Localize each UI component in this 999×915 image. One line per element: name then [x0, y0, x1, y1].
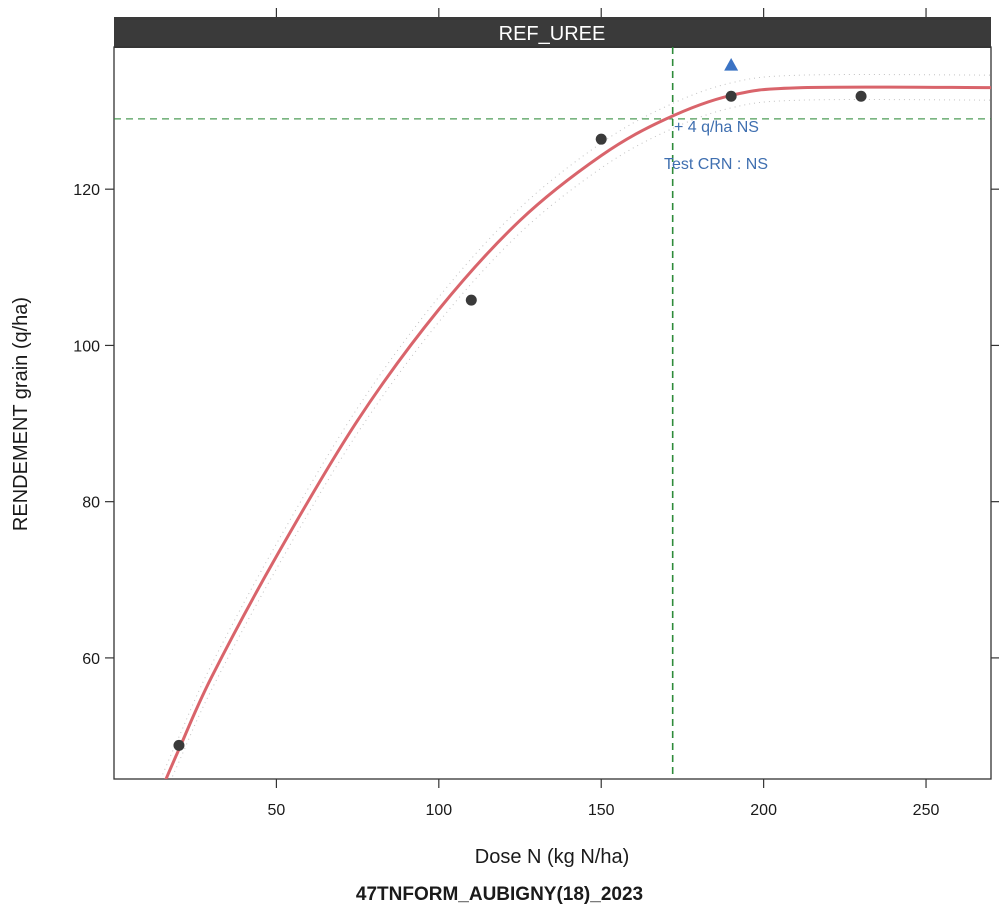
x-tick-label-100: 100	[425, 802, 452, 819]
data-point-4	[855, 90, 867, 102]
y-axis: 60 80 100 120	[73, 182, 999, 668]
data-points	[173, 57, 867, 751]
data-point-2	[595, 133, 607, 145]
x-tick-label-200: 200	[750, 802, 777, 819]
x-tick-label-150: 150	[588, 802, 615, 819]
data-point-1	[465, 294, 477, 306]
x-tick-label-50: 50	[268, 802, 286, 819]
x-tick-label-250: 250	[913, 802, 940, 819]
fitted-curve	[164, 85, 991, 779]
x-axis: 50 100 150 200 250	[268, 8, 940, 819]
band-upper	[162, 74, 991, 775]
panel-title: REF_UREE	[499, 23, 606, 45]
annotation-gain: + 4 q/ha NS	[674, 119, 759, 136]
data-point-3	[725, 90, 737, 102]
strip-header	[114, 17, 991, 48]
data-point-0	[173, 739, 185, 751]
reference-point-0	[724, 57, 739, 71]
fitted-curve-line	[164, 85, 991, 779]
band-lower	[170, 99, 991, 779]
y-tick-label-80: 80	[82, 495, 100, 512]
y-tick-label-60: 60	[82, 651, 100, 668]
y-tick-label-120: 120	[73, 182, 100, 199]
footer-title: 47TNFORM_AUBIGNY(18)_2023	[355, 884, 644, 905]
confidence-band	[162, 74, 991, 779]
annotation-crn-test: Test CRN : NS	[664, 156, 768, 173]
y-axis-title: RENDEMENT grain (q/ha)	[10, 297, 32, 531]
plot-frame	[113, 46, 992, 780]
optimum-guides	[114, 47, 991, 779]
y-tick-label-100: 100	[73, 338, 100, 355]
x-axis-title: Dose N (kg N/ha)	[475, 846, 630, 868]
